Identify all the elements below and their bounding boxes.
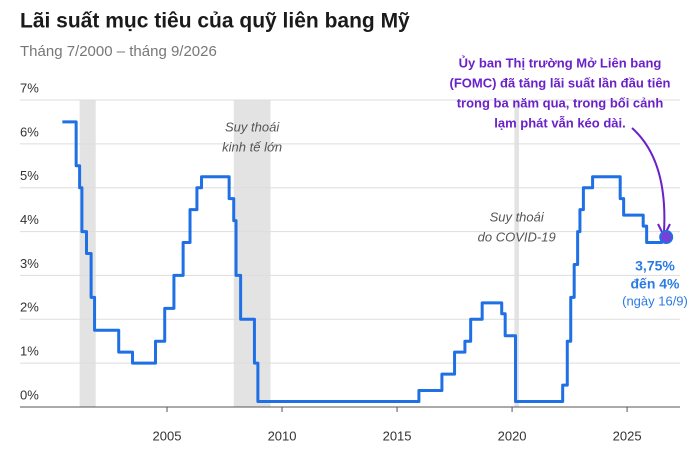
recession-label: kinh tế lớn <box>222 139 282 154</box>
y-tick-label: 5% <box>20 168 39 183</box>
rate-line <box>62 120 667 404</box>
annotation: (FOMC) đã tăng lãi suất lần đầu tiên <box>449 75 670 90</box>
recession-band <box>514 100 519 407</box>
y-tick-label: 4% <box>20 212 39 227</box>
last-point <box>659 230 674 245</box>
annotation: trong ba năm qua, trong bối cảnh <box>457 95 664 110</box>
recession-label: do COVID-19 <box>478 229 556 244</box>
x-tick-label: 2015 <box>383 428 412 443</box>
value-label: đến 4% <box>630 276 680 292</box>
recession-label: Suy thoái <box>490 209 545 224</box>
chart-subtitle: Tháng 7/2000 – tháng 9/2026 <box>20 43 217 60</box>
recession-band <box>233 100 271 407</box>
x-tick-label: 2025 <box>613 428 642 443</box>
y-tick-label: 2% <box>20 300 39 315</box>
x-tick-label: 2020 <box>498 428 527 443</box>
y-tick-label: 3% <box>20 256 39 271</box>
y-tick-label: 0% <box>20 387 39 402</box>
value-label: 3,75% <box>635 258 675 274</box>
annotation-arrow <box>631 127 666 233</box>
date-label: (ngày 16/9) <box>622 293 688 308</box>
annotation: Ủy ban Thị trường Mở Liên bang <box>459 55 662 70</box>
y-tick-label: 1% <box>20 344 39 359</box>
recession-label: Suy thoái <box>225 119 280 134</box>
x-tick-label: 2010 <box>268 428 297 443</box>
annotation: lạm phát vẫn kéo dài. <box>494 115 626 130</box>
y-tick-label: 7% <box>20 80 39 95</box>
y-tick-label: 6% <box>20 124 39 139</box>
x-tick-label: 2005 <box>153 428 182 443</box>
chart-title: Lãi suất mục tiêu của quỹ liên bang Mỹ <box>20 10 410 33</box>
